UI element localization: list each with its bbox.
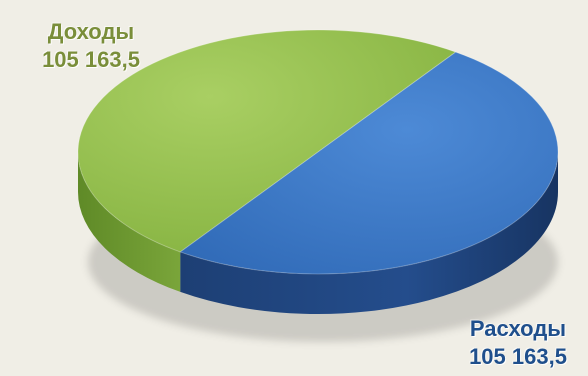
expense-label-name: Расходы (469, 316, 567, 341)
pie-tops (77, 29, 559, 275)
income-label-value: 105 163,5 (42, 47, 140, 72)
slice-label-expense: Расходы 105 163,5 (448, 315, 588, 371)
pie-slice-income (77, 29, 457, 253)
pie-side-income (78, 152, 181, 292)
income-label-name: Доходы (47, 19, 135, 44)
pie-sides (78, 152, 558, 314)
slice-label-income: Доходы 105 163,5 (16, 18, 166, 74)
pie-side-expense (180, 152, 558, 314)
expense-label-value: 105 163,5 (469, 344, 567, 369)
pie-slice-expense (179, 51, 559, 275)
